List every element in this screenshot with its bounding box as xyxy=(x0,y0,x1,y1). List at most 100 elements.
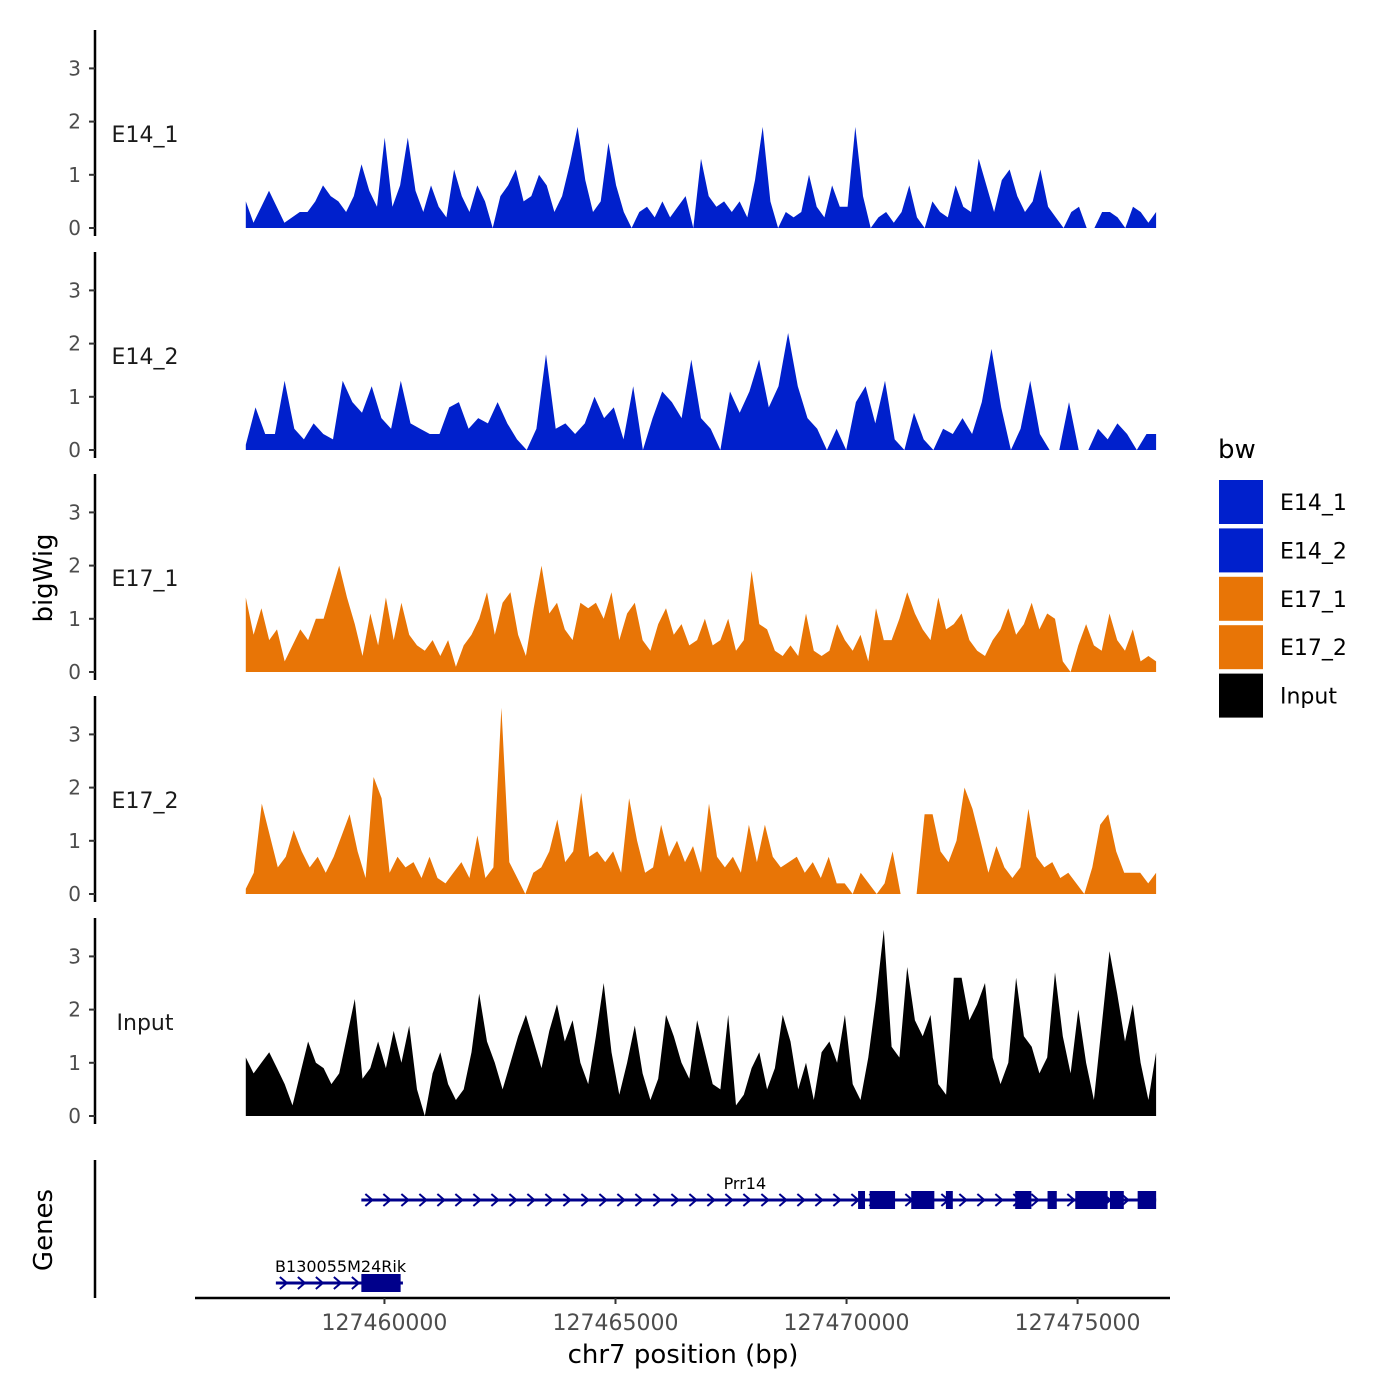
strand-arrow-icon xyxy=(436,1193,446,1207)
track-E14_2: 0 1 2 3 E14_2 xyxy=(68,252,1157,462)
gene-panel: Prr14 B130055M24Rik xyxy=(93,1160,1157,1298)
strand-arrow-icon xyxy=(351,1276,361,1290)
strand-arrow-icon xyxy=(544,1193,554,1207)
strand-arrow-icon xyxy=(418,1193,428,1207)
x-tick-label: 127460000 xyxy=(321,1311,447,1336)
coverage-area-E17_1 xyxy=(245,565,1157,672)
y-tick-label: 3 xyxy=(68,944,81,968)
legend-swatch-E17_2 xyxy=(1219,625,1263,670)
strand-arrow-icon xyxy=(508,1193,518,1207)
gene-Prr14: Prr14 xyxy=(361,1174,1157,1209)
y-tick-label: 0 xyxy=(68,216,81,240)
legend-label: E17_1 xyxy=(1280,588,1347,613)
legend-swatch-E17_1 xyxy=(1219,576,1263,621)
track-label: E14_2 xyxy=(112,345,179,370)
legend-swatch-E14_2 xyxy=(1219,528,1263,573)
legend-label: E14_1 xyxy=(1280,491,1347,516)
legend-label: Input xyxy=(1280,685,1337,710)
strand-arrow-icon xyxy=(333,1276,343,1290)
track-E14_1: 0 1 2 3 E14_1 xyxy=(68,30,1157,240)
strand-arrow-icon xyxy=(634,1193,644,1207)
strand-arrow-icon xyxy=(315,1276,325,1290)
gene-exon xyxy=(1015,1191,1032,1209)
x-tick-label: 127465000 xyxy=(553,1311,679,1336)
legend: bw E14_1 E14_2 E17_1 E17_2 Input xyxy=(1218,435,1347,718)
y-tick-label: 1 xyxy=(68,1051,81,1075)
coverage-area-E17_2 xyxy=(245,707,1157,894)
y-tick-label: 1 xyxy=(68,607,81,631)
gene-exon xyxy=(1075,1191,1108,1209)
y-tick-label: 2 xyxy=(68,332,81,356)
strand-arrow-icon xyxy=(454,1193,464,1207)
y-tick-label: 2 xyxy=(68,998,81,1022)
gene-exon xyxy=(1047,1191,1057,1209)
gene-exon xyxy=(1137,1191,1157,1209)
genes-axis-title: Genes xyxy=(29,1189,59,1271)
y-tick-label: 3 xyxy=(68,722,81,746)
strand-arrow-icon xyxy=(400,1193,410,1207)
strand-arrow-icon xyxy=(742,1193,752,1207)
strand-arrow-icon xyxy=(279,1276,289,1290)
strand-arrow-icon xyxy=(616,1193,626,1207)
strand-arrow-icon xyxy=(832,1193,842,1207)
strand-arrow-icon xyxy=(706,1193,716,1207)
track-E17_2: 0 1 2 3 E17_2 xyxy=(68,696,1157,906)
y-tick-label: 2 xyxy=(68,776,81,800)
y-tick-label: 2 xyxy=(68,110,81,134)
strand-arrow-icon xyxy=(976,1193,986,1207)
legend-title: bw xyxy=(1218,435,1256,465)
y-axis-title: bigWig xyxy=(29,533,59,622)
strand-arrow-icon xyxy=(526,1193,536,1207)
strand-arrow-icon xyxy=(814,1193,824,1207)
coverage-area-E14_1 xyxy=(245,126,1157,228)
track-label: Input xyxy=(117,1011,174,1036)
track-label: E17_1 xyxy=(112,567,179,592)
track-label: E17_2 xyxy=(112,789,179,814)
gene-exon xyxy=(858,1191,866,1209)
strand-arrow-icon xyxy=(688,1193,698,1207)
x-axis: 127460000 127465000 127470000 127475000 xyxy=(195,1296,1170,1336)
gene-exon xyxy=(1109,1191,1124,1209)
strand-arrow-icon xyxy=(364,1193,374,1207)
strand-arrow-icon xyxy=(778,1193,788,1207)
x-axis-title: chr7 position (bp) xyxy=(568,1340,799,1370)
track-label: E14_1 xyxy=(112,123,179,148)
strand-arrow-icon xyxy=(297,1276,307,1290)
gene-B130055M24Rik: B130055M24Rik xyxy=(275,1257,407,1292)
y-tick-label: 1 xyxy=(68,163,81,187)
y-tick-label: 0 xyxy=(68,882,81,906)
coverage-tracks: 0 1 2 3 E14_1 0 1 2 3 E14_2 0 1 2 3 E17_1 0 1 2 3 E17_2 0 1 2 3… xyxy=(68,30,1157,1128)
legend-swatch-E14_1 xyxy=(1219,480,1263,524)
x-tick-label: 127470000 xyxy=(784,1311,910,1336)
strand-arrow-icon xyxy=(958,1193,968,1207)
y-tick-label: 1 xyxy=(68,385,81,409)
strand-arrow-icon xyxy=(670,1193,680,1207)
strand-arrow-icon xyxy=(490,1193,500,1207)
strand-arrow-icon xyxy=(562,1193,572,1207)
strand-arrow-icon xyxy=(760,1193,770,1207)
y-tick-label: 3 xyxy=(68,500,81,524)
strand-arrow-icon xyxy=(994,1193,1004,1207)
strand-arrow-icon xyxy=(472,1193,482,1207)
gene-exon xyxy=(945,1191,953,1209)
strand-arrow-icon xyxy=(382,1193,392,1207)
x-tick-label: 127475000 xyxy=(1015,1311,1141,1336)
gene-name-label: Prr14 xyxy=(724,1174,767,1193)
y-tick-label: 0 xyxy=(68,438,81,462)
y-tick-label: 0 xyxy=(68,1104,81,1128)
track-Input: 0 1 2 3 Input xyxy=(68,918,1157,1128)
gene-exon xyxy=(361,1274,401,1292)
legend-swatch-Input xyxy=(1219,673,1263,718)
coverage-area-E14_2 xyxy=(245,333,1157,450)
gene-exon xyxy=(869,1191,896,1209)
gene-name-label: B130055M24Rik xyxy=(275,1257,407,1276)
strand-arrow-icon xyxy=(652,1193,662,1207)
y-tick-label: 3 xyxy=(68,56,81,80)
legend-label: E17_2 xyxy=(1280,636,1347,661)
gene-exon xyxy=(911,1191,935,1209)
legend-label: E14_2 xyxy=(1280,539,1347,564)
strand-arrow-icon xyxy=(1066,1193,1076,1207)
y-tick-label: 0 xyxy=(68,660,81,684)
y-tick-label: 2 xyxy=(68,554,81,578)
